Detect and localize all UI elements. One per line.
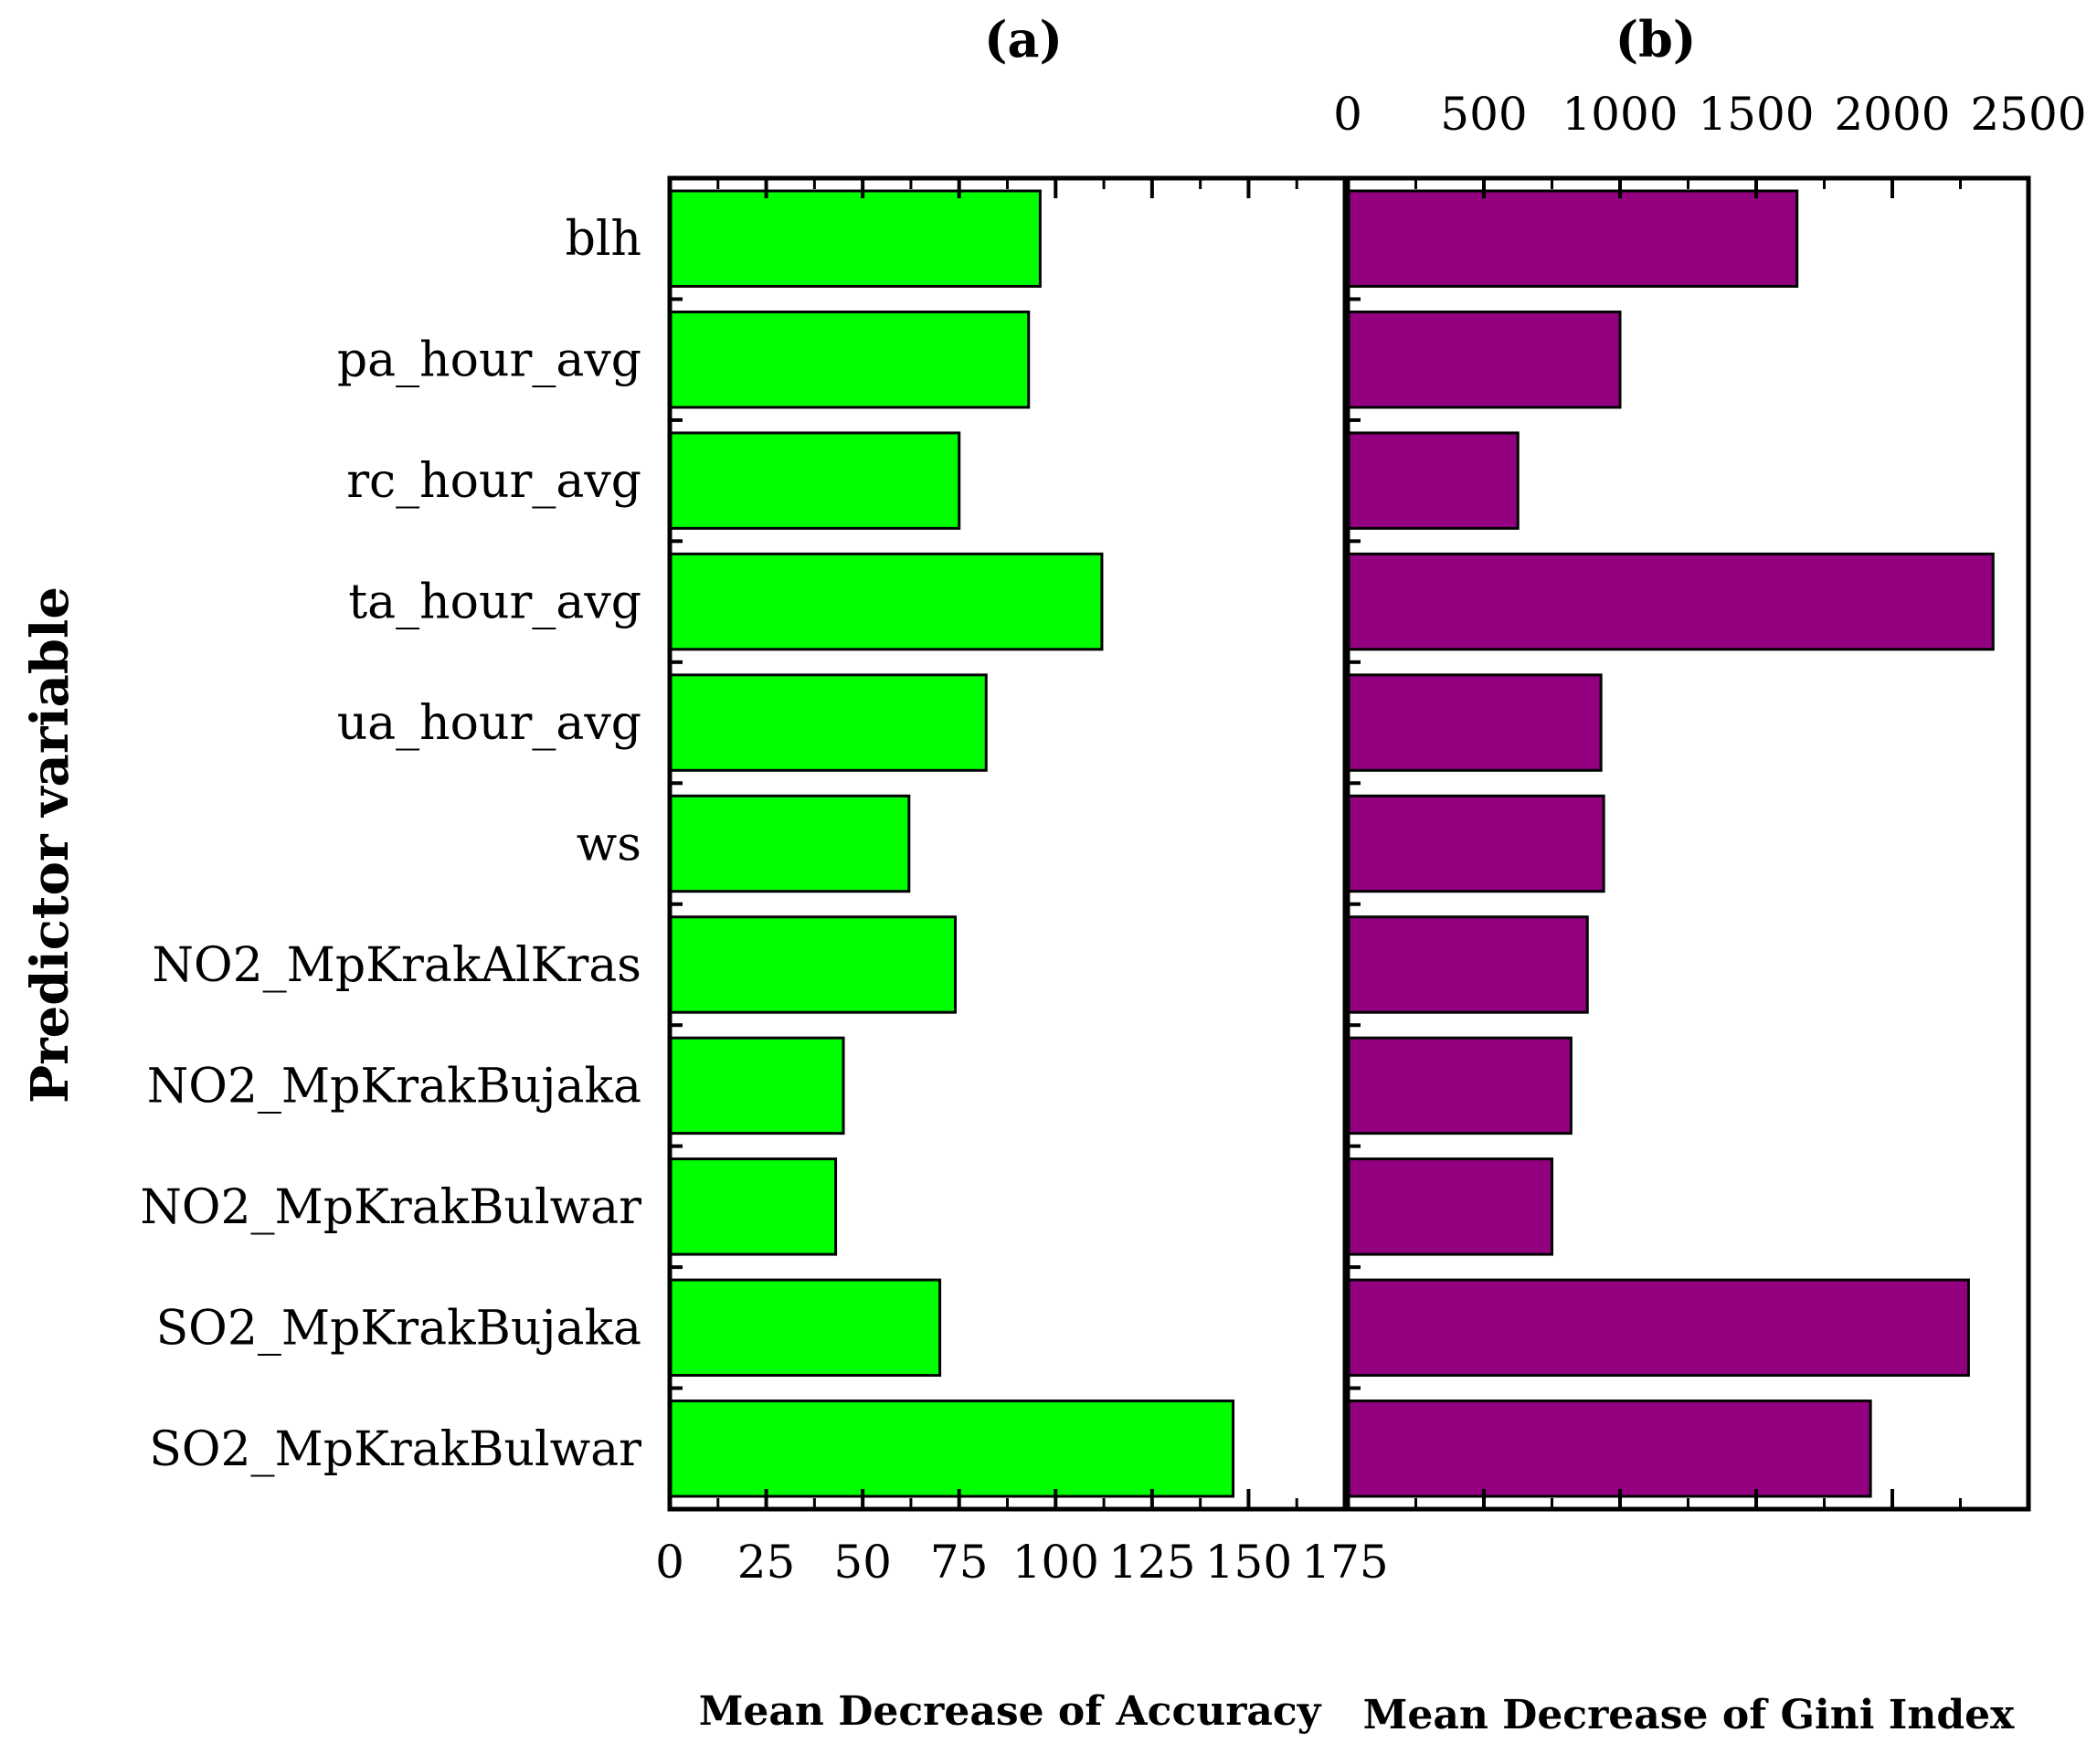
bar-a-pa-hour-avg	[668, 310, 1031, 409]
panel-b-title: (b)	[1615, 10, 1697, 69]
x-tick-label-a: 125	[1108, 1536, 1195, 1589]
y-axis-title: Predictor variable	[20, 586, 80, 1104]
x-tick-label-b: 0	[1333, 88, 1362, 141]
bar-a-so2-mpkrakbujaka	[668, 1278, 942, 1378]
bar-a-so2-mpkrakbulwar	[668, 1400, 1235, 1498]
category-label: NO2_MpKrakAlKras	[152, 938, 641, 993]
bar-a-no2-mpkrakalkras	[668, 915, 957, 1014]
category-label: blh	[566, 212, 641, 267]
category-label: ta_hour_avg	[348, 576, 641, 630]
bar-b-ta-hour-avg	[1346, 552, 1995, 651]
bar-b-no2-mpkrakbulwar	[1346, 1157, 1553, 1256]
bar-b-no2-mpkrakbujaka	[1346, 1036, 1573, 1136]
bar-a-blh	[668, 189, 1042, 288]
bar-b-so2-mpkrakbujaka	[1346, 1278, 1970, 1378]
bar-b-blh	[1346, 189, 1799, 288]
x-axis-title-b: Mean Decrease of Gini Index	[1363, 1692, 2015, 1738]
category-label: SO2_MpKrakBulwar	[149, 1422, 641, 1477]
bar-b-ws	[1346, 794, 1605, 893]
category-label: NO2_MpKrakBulwar	[140, 1180, 641, 1235]
bar-b-rc-hour-avg	[1346, 431, 1520, 530]
bar-b-so2-mpkrakbulwar	[1346, 1400, 1872, 1498]
category-label: NO2_MpKrakBujaka	[147, 1059, 641, 1114]
category-label: ws	[577, 818, 641, 872]
bar-a-ua-hour-avg	[668, 673, 988, 772]
bar-b-no2-mpkrakalkras	[1346, 915, 1589, 1014]
category-label: rc_hour_avg	[346, 454, 641, 509]
bar-a-no2-mpkrakbujaka	[668, 1036, 845, 1136]
x-tick-label-b: 2500	[1970, 88, 2086, 141]
x-tick-label-a: 150	[1205, 1536, 1292, 1589]
x-tick-label-b: 1000	[1562, 88, 1678, 141]
bar-b-pa-hour-avg	[1346, 310, 1622, 409]
x-tick-label-a: 0	[655, 1536, 684, 1589]
category-label: ua_hour_avg	[337, 696, 641, 751]
category-label: SO2_MpKrakBujaka	[156, 1301, 641, 1356]
bar-a-rc-hour-avg	[668, 431, 961, 530]
x-tick-label-a: 175	[1301, 1536, 1388, 1589]
panel-a-title: (a)	[984, 10, 1063, 69]
x-tick-label-a: 75	[930, 1536, 989, 1589]
bar-b-ua-hour-avg	[1346, 673, 1603, 772]
bar-a-ws	[668, 794, 911, 893]
x-tick-label-b: 500	[1440, 88, 1527, 141]
category-label: pa_hour_avg	[337, 333, 641, 388]
x-tick-label-a: 50	[833, 1536, 892, 1589]
x-axis-title-a: Mean Decrease of Accuracy	[699, 1688, 1322, 1735]
x-tick-label-b: 1500	[1698, 88, 1814, 141]
x-tick-label-a: 25	[737, 1536, 796, 1589]
bar-a-no2-mpkrakbulwar	[668, 1157, 838, 1256]
x-tick-label-b: 2000	[1834, 88, 1950, 141]
x-tick-label-a: 100	[1012, 1536, 1099, 1589]
bar-a-ta-hour-avg	[668, 552, 1104, 651]
